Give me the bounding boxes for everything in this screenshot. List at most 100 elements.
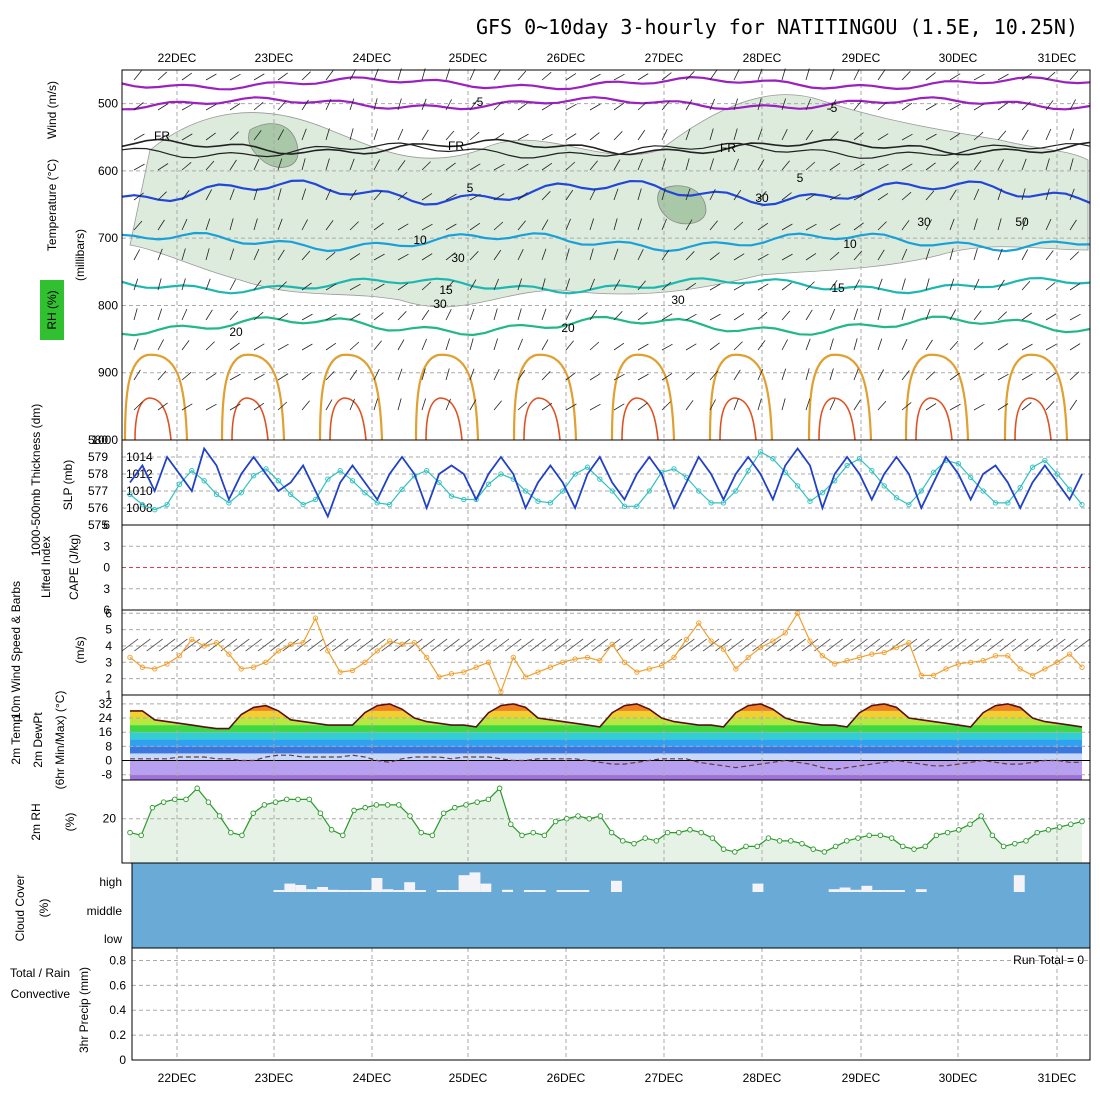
wind-barb bbox=[973, 73, 985, 81]
date-label-top: 24DEC bbox=[353, 51, 392, 65]
wind10-point bbox=[275, 648, 282, 654]
rh2m-point bbox=[172, 796, 178, 803]
rh2m-area bbox=[130, 788, 1082, 863]
wind-barb bbox=[133, 102, 144, 111]
wind-barb bbox=[421, 161, 431, 171]
cloud-bar bbox=[317, 887, 328, 892]
date-label-top: 22DEC bbox=[158, 51, 197, 65]
wind10-barb bbox=[443, 638, 460, 652]
wind-barb bbox=[997, 403, 1009, 411]
wind-barb bbox=[877, 193, 889, 201]
temp-tick-label: 0 bbox=[105, 754, 112, 768]
thickness-point bbox=[238, 490, 244, 496]
wind-barb bbox=[517, 308, 522, 321]
wind-barb bbox=[181, 308, 188, 321]
rh2m-point bbox=[877, 832, 884, 839]
thickness-point bbox=[992, 500, 999, 506]
wind10-barb bbox=[579, 638, 596, 652]
wind-barb bbox=[421, 223, 433, 231]
wind-barb bbox=[853, 399, 861, 411]
wind-barb bbox=[1021, 101, 1031, 111]
wind-barb bbox=[685, 219, 693, 231]
wind10-point bbox=[560, 659, 566, 665]
wind10-point bbox=[263, 659, 269, 665]
wind-barb bbox=[493, 193, 505, 201]
wind-barb bbox=[853, 368, 859, 381]
wind-barb bbox=[541, 248, 547, 261]
cloud-bar bbox=[436, 890, 448, 892]
cloud-bar bbox=[1013, 875, 1025, 892]
wind-barb bbox=[181, 371, 192, 381]
wind-barb bbox=[973, 188, 980, 201]
wind10-barb bbox=[863, 638, 881, 652]
wind-barb bbox=[181, 133, 193, 141]
cloud-tick-label: high bbox=[99, 875, 122, 889]
temp-band bbox=[130, 760, 1082, 775]
label-dew2m: 2m DewPt bbox=[31, 712, 45, 768]
wind-tick-label: 3 bbox=[105, 655, 112, 669]
wind-barb bbox=[589, 248, 594, 261]
isotherm-line bbox=[121, 231, 1091, 253]
date-label-top: 31DEC bbox=[1038, 51, 1077, 65]
wind10-point bbox=[720, 646, 727, 652]
wind10-point bbox=[510, 654, 516, 661]
panel-frame bbox=[131, 947, 1091, 1061]
rh2m-point bbox=[844, 838, 850, 844]
wind-barb bbox=[637, 249, 644, 261]
wind-barb bbox=[637, 312, 648, 321]
wind-barb bbox=[349, 283, 361, 291]
wind-barb bbox=[469, 100, 478, 111]
wind10-point bbox=[127, 654, 133, 661]
wind-barb bbox=[565, 403, 577, 411]
rh2m-point bbox=[608, 829, 615, 836]
wind-barb bbox=[325, 70, 334, 81]
wind10-barb bbox=[1036, 638, 1054, 652]
run-total: Run Total = 0 bbox=[1013, 953, 1084, 967]
wind-barb bbox=[829, 223, 841, 231]
rh2m-point bbox=[709, 835, 716, 841]
diurnal-contour-inner bbox=[915, 397, 953, 441]
wind-barb bbox=[997, 102, 1008, 111]
cloud-bar bbox=[523, 890, 535, 892]
rh2m-point bbox=[855, 835, 861, 841]
wind-barb bbox=[733, 158, 739, 171]
rh2m-point bbox=[1012, 840, 1018, 847]
wind-barb bbox=[157, 278, 162, 291]
rh2m-point bbox=[720, 846, 727, 852]
wind-barb bbox=[1069, 219, 1077, 231]
wind-barb bbox=[517, 338, 523, 351]
wind-barb bbox=[661, 72, 672, 81]
thickness-tick-label: 577 bbox=[88, 484, 108, 498]
wind-barb bbox=[421, 368, 426, 381]
isotherm-line bbox=[121, 276, 1091, 295]
wind-barb bbox=[925, 339, 933, 351]
wind-barb bbox=[781, 98, 786, 111]
wind-barb bbox=[253, 311, 264, 321]
thickness-tick-label: 579 bbox=[88, 450, 108, 464]
label-upper-units: (millibars) bbox=[73, 229, 87, 281]
cloud-bar bbox=[393, 890, 405, 892]
wind10-point bbox=[213, 640, 220, 646]
wind-barb bbox=[637, 158, 643, 171]
cloud-bar bbox=[534, 890, 546, 892]
wind10-barb bbox=[1073, 638, 1091, 652]
wind-barb bbox=[325, 158, 330, 171]
wind-barb bbox=[661, 158, 666, 171]
wind-barb bbox=[517, 163, 529, 171]
wind-barb bbox=[469, 338, 474, 351]
wind-barb bbox=[805, 338, 811, 351]
wind-barb bbox=[253, 130, 262, 141]
wind-barb bbox=[901, 278, 906, 291]
wind-barb bbox=[373, 98, 378, 111]
wind10-point bbox=[794, 610, 801, 616]
wind-barb bbox=[541, 371, 551, 381]
rh2m-point bbox=[474, 799, 480, 805]
wind-barb bbox=[229, 310, 239, 321]
cloud-bar bbox=[850, 889, 862, 892]
wind10-barb bbox=[270, 638, 287, 652]
thickness-point bbox=[572, 471, 578, 477]
rh2m-point bbox=[205, 799, 212, 805]
date-label-bottom: 23DEC bbox=[255, 1071, 294, 1085]
temp-band bbox=[130, 703, 1082, 711]
wind-barb bbox=[997, 248, 1003, 261]
